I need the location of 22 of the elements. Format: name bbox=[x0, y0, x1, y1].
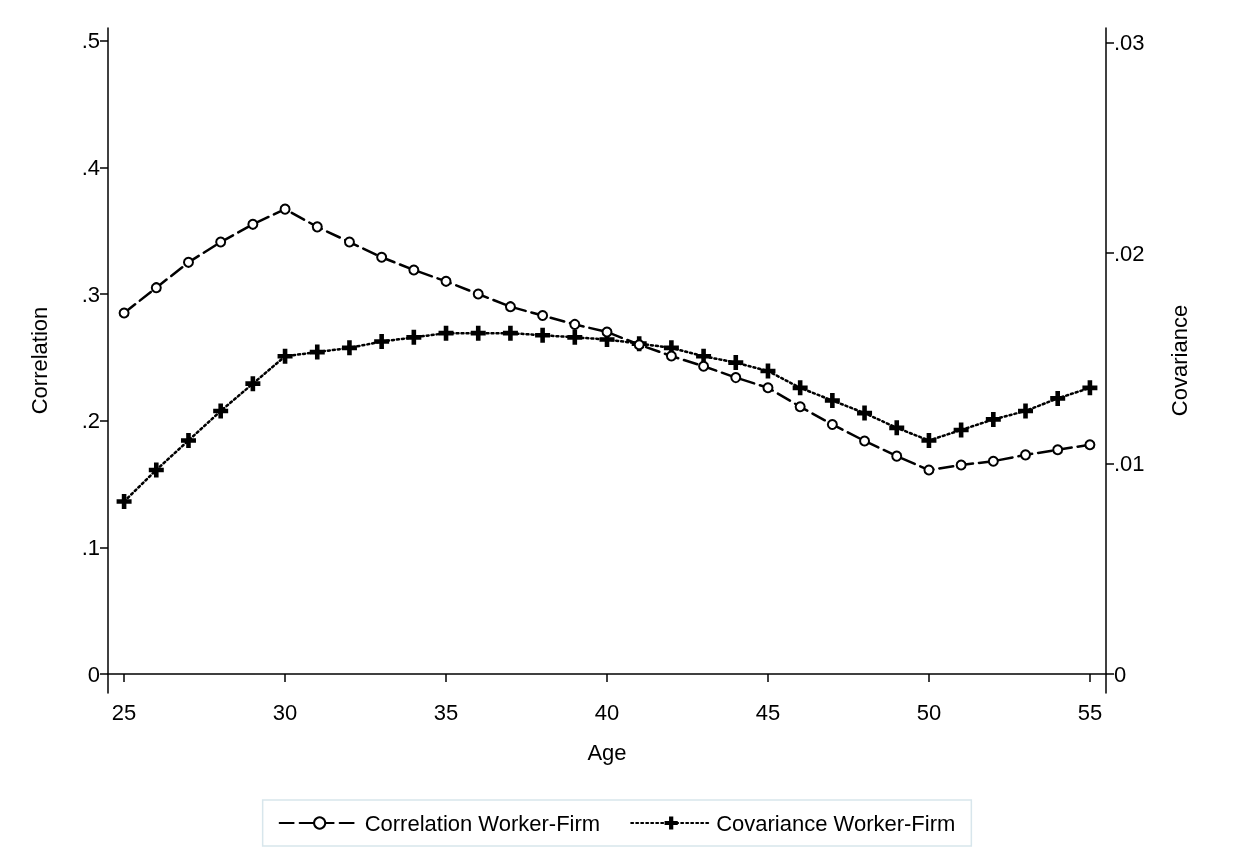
legend-label: Correlation Worker-Firm bbox=[364, 810, 601, 836]
x-tick-label: 50 bbox=[916, 699, 942, 725]
x-tick-label: 55 bbox=[1077, 699, 1103, 725]
y2-axis-title: Covariance bbox=[1166, 304, 1192, 417]
x-tick-label: 45 bbox=[755, 699, 781, 725]
y-tick-label: .3 bbox=[81, 281, 100, 307]
x-tick-label: 40 bbox=[594, 699, 620, 725]
y-axis-title: Correlation bbox=[26, 306, 52, 415]
y2-tick-label: 0 bbox=[1114, 661, 1127, 687]
y-tick-label: .5 bbox=[81, 28, 100, 54]
y-tick-label: .1 bbox=[81, 534, 100, 560]
y2-tick-label: .01 bbox=[1114, 451, 1145, 477]
x-tick-label: 25 bbox=[111, 699, 137, 725]
x-axis-title: Age bbox=[587, 739, 627, 765]
y-tick-label: .4 bbox=[81, 154, 100, 180]
y-tick-label: 0 bbox=[87, 661, 100, 687]
y2-tick-label: .02 bbox=[1114, 240, 1145, 266]
legend-label: Covariance Worker-Firm bbox=[716, 810, 956, 836]
y2-tick-label: .03 bbox=[1114, 30, 1145, 56]
y-tick-label: .2 bbox=[81, 408, 100, 434]
x-tick-label: 30 bbox=[272, 699, 298, 725]
x-tick-label: 35 bbox=[433, 699, 459, 725]
